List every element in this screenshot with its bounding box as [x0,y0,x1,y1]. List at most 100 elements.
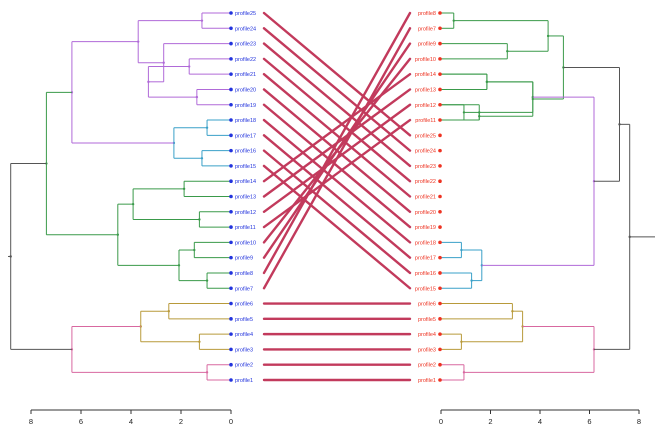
left-tree-node [70,348,74,351]
right-axis-tick-label: 0 [439,417,443,426]
left-leaf-label: profile22 [235,57,256,63]
right-dendrogram [441,12,655,381]
left-axis: 8 6 4 2 0 [29,409,233,426]
left-axis-tick-label: 4 [129,417,133,426]
left-leaf-label: profile17 [235,133,256,139]
left-leaf-marker [229,118,233,122]
right-leaf-marker [438,194,442,199]
left-leaf-marker [229,133,233,138]
left-leaf-label: profile23 [235,42,256,48]
right-leaf-label: profile17 [415,256,436,262]
right-leaf-label: profile18 [415,240,436,246]
right-tree-node [460,340,463,343]
left-axis-tick-label: 8 [29,417,33,426]
connector-line [262,164,412,290]
left-leaf-label: profile15 [235,164,256,170]
right-leaf-marker [438,179,442,184]
connector-line [262,27,412,152]
left-leaf-marker [229,378,233,382]
right-leaf-label: profile7 [418,26,436,32]
right-leaf-marker [438,286,442,291]
right-leaf-label: profile21 [415,195,436,201]
right-leaf-label: profile20 [415,210,436,216]
right-leaf-marker [438,255,442,260]
right-leaf-marker [438,102,442,107]
right-labels: profile8 profile7 profile9 profile10 profile… [415,11,442,384]
right-leaf-label: profile16 [415,271,436,277]
right-leaf-marker [438,72,442,76]
right-axis: 0 2 4 6 8 [439,409,641,426]
right-leaf-marker [438,301,442,306]
left-leaf-marker [229,164,233,168]
connector-line [262,134,412,259]
left-leaf-marker [229,41,233,46]
connector-line [262,72,412,198]
right-leaf-label: profile5 [418,317,436,323]
right-leaf-marker [438,148,442,153]
left-leaf-marker [229,179,233,184]
left-leaf-marker [229,317,233,321]
connector-line [262,149,412,275]
right-leaf-label: profile22 [415,179,436,185]
right-axis-tick-label: 6 [587,417,591,426]
right-axis-tick-label: 4 [538,417,542,426]
right-leaf-marker [438,317,442,321]
right-leaf-label: profile15 [415,286,436,292]
left-axis-tick-label: 0 [229,417,233,426]
connector-line [262,11,412,137]
right-leaf-label: profile2 [418,363,436,369]
right-leaf-marker [438,362,442,367]
left-leaf-marker [229,87,233,92]
right-leaf-label: profile24 [415,149,436,155]
left-leaf-marker [229,72,233,76]
left-leaf-marker [229,194,233,199]
right-leaf-label: profile13 [415,87,436,93]
right-leaf-marker [438,271,442,275]
left-leaf-label: profile14 [235,179,256,185]
left-leaf-label: profile20 [235,87,256,93]
right-leaf-label: profile9 [418,42,436,48]
left-leaf-marker [229,209,233,214]
right-leaf-marker [438,225,442,229]
right-leaf-marker [438,332,442,336]
right-leaf-label: profile23 [415,164,436,170]
left-leaf-marker [229,286,233,291]
connector-line [262,118,412,244]
left-leaf-marker [229,26,233,31]
left-leaf-label: profile4 [235,332,253,338]
left-leaf-label: profile8 [235,271,253,277]
connector-line [262,103,412,229]
left-leaf-label: profile21 [235,72,256,78]
connector-line [262,72,412,183]
right-leaf-label: profile11 [415,118,436,124]
left-leaf-label: profile25 [235,11,256,17]
left-leaf-marker [229,362,233,367]
right-leaf-marker [438,118,442,122]
left-leaf-marker [229,332,233,336]
right-leaf-label: profile4 [418,332,436,338]
left-axis-tick-label: 6 [79,417,83,426]
right-tree-node [485,80,489,84]
right-leaf-marker [438,41,442,46]
left-leaf-marker [229,271,233,275]
left-leaf-label: profile9 [235,256,253,262]
left-leaf-marker [229,255,233,260]
connector-line [262,57,412,183]
left-leaf-marker [229,11,233,15]
left-leaf-label: profile7 [235,286,253,292]
right-tree-node [470,279,473,282]
left-axis-tick-label: 2 [179,417,183,426]
left-leaf-label: profile6 [235,302,253,308]
right-leaf-label: profile3 [418,347,436,353]
left-leaf-label: profile3 [235,347,253,353]
left-dendrogram [8,12,230,381]
right-leaf-marker [438,87,442,92]
left-labels: profile25 profile24 profile23 profile22 prof… [229,11,256,384]
left-leaf-marker [229,148,233,153]
connector-line [262,118,412,229]
left-leaf-label: profile19 [235,103,256,109]
left-leaf-marker [229,102,233,107]
right-axis-tick-label: 2 [488,417,492,426]
left-tree-node [70,91,74,94]
